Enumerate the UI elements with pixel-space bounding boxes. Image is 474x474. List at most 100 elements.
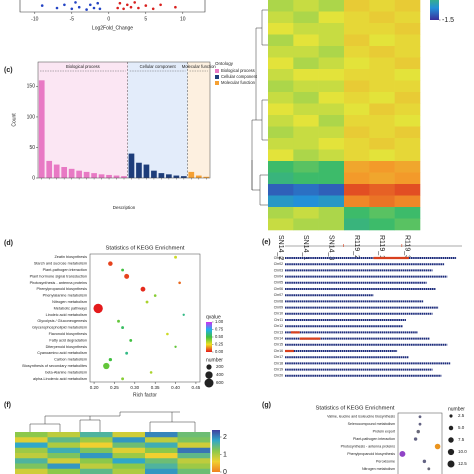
- heatmap-cell: [177, 453, 211, 459]
- dot: [149, 371, 153, 374]
- panel-label: (d): [4, 240, 13, 247]
- heatmap-cell: [344, 80, 370, 93]
- heatmap-cell: [369, 46, 395, 58]
- heatmap-cell: [47, 432, 81, 438]
- heatmap-cell: [177, 432, 211, 438]
- heatmap-cell: [394, 149, 421, 162]
- heatmap-cell: [318, 0, 345, 12]
- point: [122, 7, 125, 11]
- heatmap-cell: [344, 126, 370, 139]
- dot: [427, 467, 431, 471]
- section-header: Molecular function: [182, 64, 217, 69]
- heatmap-cell: [268, 57, 294, 70]
- panel-label: (f): [4, 402, 11, 409]
- x-axis-label: Log2Fold_Change: [92, 25, 133, 31]
- column-label: R119_3: [403, 235, 410, 259]
- plot-frame: [397, 412, 443, 474]
- heatmap-cell: [293, 46, 319, 58]
- heatmap-cell: [318, 92, 345, 104]
- dot: [121, 268, 125, 272]
- heatmap-cell: [344, 218, 370, 231]
- point: [74, 1, 77, 4]
- point: [85, 8, 88, 11]
- legend-label: Molecular function: [221, 80, 256, 85]
- heatmap-cell: [145, 463, 178, 470]
- heatmap-cell: [268, 69, 294, 81]
- colorbar: [212, 430, 220, 472]
- chromosome-label: Chr06: [274, 287, 283, 291]
- heatmap-cell: [344, 92, 370, 104]
- bar: [106, 174, 112, 178]
- legend-label: 2.5: [458, 413, 465, 418]
- heatmap-cell: [369, 207, 395, 219]
- x-tick-label: 0.45: [192, 385, 201, 390]
- legend-title: number: [448, 406, 465, 412]
- heatmap-cell: [145, 453, 178, 459]
- heatmap-cell: [369, 115, 395, 127]
- legend-swatch: [215, 81, 219, 85]
- category-label: Biosynthesis of secondary metabolites: [22, 364, 87, 368]
- category-label: Phenylpropanoid biosynthesis: [37, 287, 88, 291]
- heatmap-cell: [47, 437, 81, 443]
- panel-label: (e): [262, 239, 271, 246]
- heatmap-cell: [318, 46, 345, 58]
- chromosome-label: Chr04: [274, 274, 283, 278]
- point: [77, 5, 81, 9]
- dot: [178, 281, 181, 285]
- colorbar-label: 0.50: [215, 334, 224, 339]
- legend-label: 200: [216, 364, 224, 369]
- category-label: Linoleic acid metabolism: [46, 313, 87, 317]
- heatmap-cell: [177, 442, 211, 449]
- dot: [108, 261, 113, 266]
- bar: [113, 175, 120, 178]
- chromosome-label: Chr01: [274, 256, 283, 260]
- heatmap-cell: [318, 184, 345, 196]
- chromosome-label: Chr13: [274, 330, 283, 334]
- heatmap-cell: [112, 437, 146, 443]
- chromosome-label: Chr12: [274, 324, 283, 328]
- heatmap-cell: [47, 463, 81, 470]
- section-header: Cellular component: [140, 64, 177, 69]
- heatmap-cell: [369, 218, 395, 231]
- heatmap-cell: [112, 447, 146, 454]
- heatmap-cell: [293, 92, 319, 104]
- point: [151, 7, 155, 11]
- heatmap-cell: [80, 468, 113, 474]
- legend-label: 10.0: [458, 449, 467, 454]
- chromosome-label: Chr11: [274, 318, 283, 322]
- heatmap-cell: [344, 172, 370, 185]
- heatmap-cell: [369, 34, 395, 47]
- colorbar: [206, 322, 212, 352]
- dot: [413, 437, 418, 441]
- colorbar-label: 1.00: [215, 319, 224, 324]
- category-label: Peroxisome: [376, 459, 395, 463]
- heatmap-cell: [47, 447, 81, 454]
- legend-label: 600: [216, 380, 224, 385]
- dot: [174, 255, 177, 259]
- x-tick-label: 0: [107, 16, 110, 22]
- chromosome-label: Chr07: [274, 293, 283, 297]
- heatmap-cell: [293, 0, 319, 12]
- category-label: Plant hormone signal transduction: [30, 274, 87, 278]
- panel-label: (g): [262, 402, 271, 409]
- plot-frame: [19, 0, 206, 13]
- bar: [180, 176, 187, 178]
- heatmap-cell: [268, 46, 294, 58]
- heatmap-cell: [15, 437, 48, 443]
- point: [96, 1, 99, 5]
- bar: [38, 80, 45, 178]
- dot: [416, 429, 420, 434]
- heatmap-cell: [394, 172, 421, 185]
- heatmap-cell: [318, 218, 345, 231]
- dendrogram: [251, 9, 268, 206]
- heatmap-cell: [344, 69, 370, 81]
- legend-dot: [206, 364, 212, 370]
- heatmap-cell: [80, 432, 113, 438]
- heatmap-cell: [394, 184, 421, 196]
- heatmap-cell: [293, 138, 319, 150]
- y-tick-label: 0: [32, 175, 35, 181]
- point: [118, 1, 122, 5]
- chromosome-label: Chr08: [274, 299, 283, 303]
- heatmap-cell: [293, 57, 319, 70]
- column-label: SN14_2: [277, 235, 284, 260]
